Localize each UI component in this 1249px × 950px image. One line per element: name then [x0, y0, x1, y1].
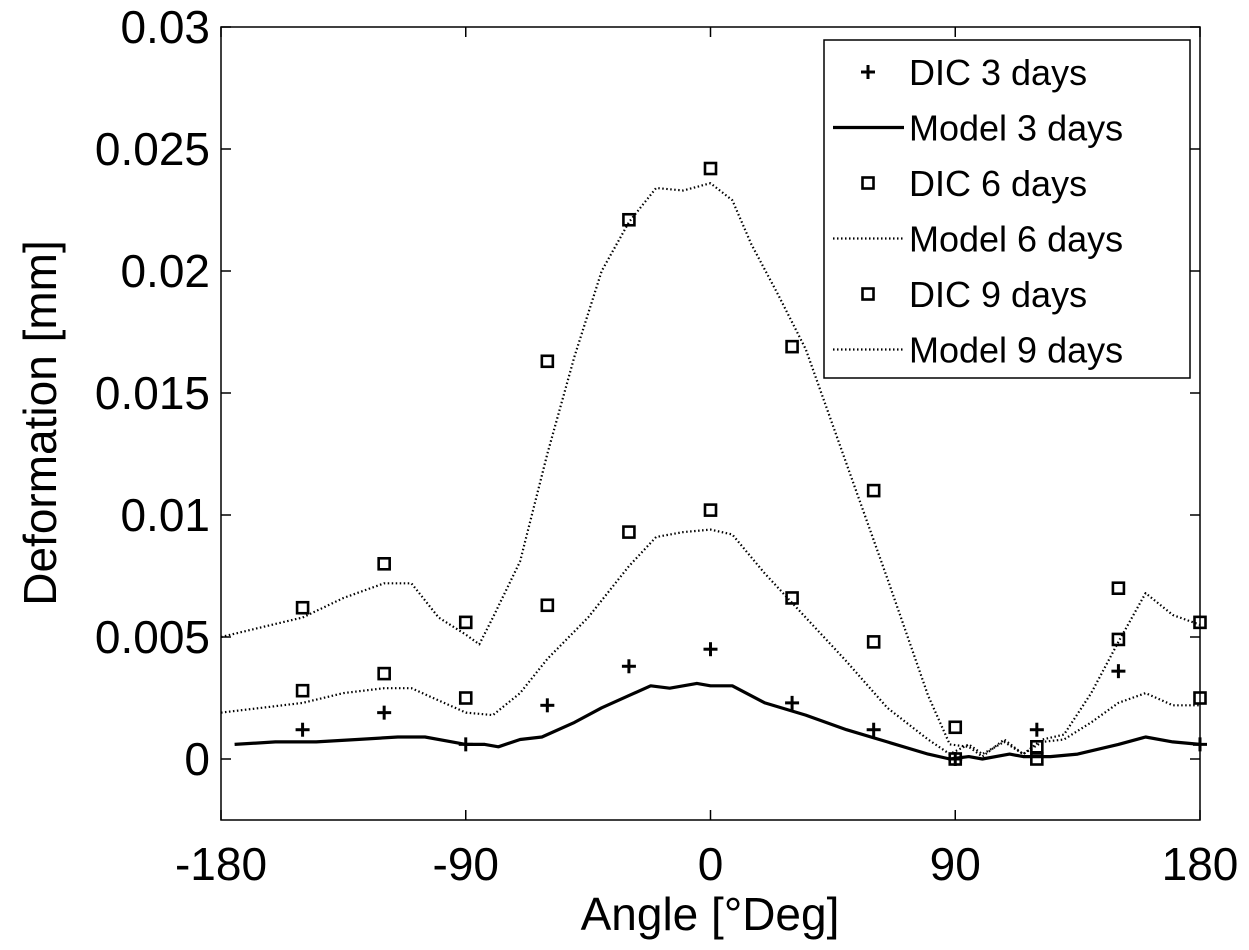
data-point-4-3: [540, 354, 555, 369]
y-axis-title: Deformation [mm]: [14, 240, 66, 606]
y-tick-label-3: 0.015: [95, 367, 210, 419]
y-tick-label-6: 0.03: [120, 1, 210, 53]
data-point-0-0: [295, 722, 310, 737]
legend-entry-2: DIC 6 days: [861, 163, 1087, 204]
data-point-4-4: [622, 212, 636, 227]
data-point-2-1: [377, 666, 391, 681]
y-tick-label-2: 0.01: [120, 489, 210, 541]
legend-entry-0: DIC 3 days: [861, 52, 1087, 93]
data-point-2-5: [703, 503, 718, 517]
legend-box: [823, 39, 1191, 379]
legend: DIC 3 days Model 3 days DIC 6 days Model 6 …: [823, 39, 1191, 379]
legend-swatch-0: [861, 65, 875, 79]
y-tick-label-5: 0.025: [95, 123, 210, 175]
data-point-2-6: [785, 591, 799, 605]
data-point-0-3: [540, 698, 555, 713]
data-point-0-6: [785, 695, 800, 710]
legend-entry-5: Model 9 days: [833, 330, 1123, 371]
data-point-0-7: [866, 722, 881, 737]
legend-entry-3: Model 6 days: [833, 219, 1123, 260]
data-point-2-7: [866, 635, 881, 649]
series-3: [220, 528, 1200, 756]
legend-swatch-2: [861, 176, 875, 190]
data-point-4-0: [295, 600, 310, 615]
data-point-4-7: [866, 483, 881, 498]
x-tick-label-1: -90: [433, 838, 499, 890]
data-point-2-3: [540, 598, 555, 613]
data-point-4-5: [703, 161, 718, 176]
series-line-5: [220, 182, 1201, 758]
x-tick-label-0: -180: [175, 838, 267, 890]
data-point-4-1: [377, 556, 391, 571]
data-point-0-1: [377, 705, 392, 720]
x-tick-label-4: 180: [1162, 838, 1239, 890]
series-0: [295, 642, 1207, 766]
data-point-0-4: [621, 659, 636, 674]
data-point-0-5: [703, 642, 718, 657]
data-point-4-6: [785, 339, 799, 354]
legend-label-1: Model 3 days: [909, 108, 1123, 149]
data-point-0-9: [1029, 722, 1044, 737]
legend-swatch-4: [861, 287, 875, 301]
x-axis-title: Angle [°Deg]: [581, 888, 840, 940]
series-line-3: [220, 528, 1200, 756]
x-tick-label-2: 0: [698, 838, 724, 890]
series-5: [220, 182, 1201, 758]
legend-label-3: Model 6 days: [909, 219, 1123, 260]
legend-label-4: DIC 9 days: [909, 274, 1087, 315]
legend-entry-4: DIC 9 days: [861, 274, 1087, 315]
data-point-4-9: [1030, 752, 1044, 766]
data-point-0-10: [1111, 664, 1126, 679]
series-1: [234, 681, 1201, 761]
y-tick-label-0: 0: [184, 733, 210, 785]
y-tick-label-1: 0.005: [95, 611, 210, 663]
data-point-4-8: [948, 752, 963, 766]
data-point-4-10: [1111, 581, 1126, 596]
tick-layer: -180 -90 0 90 180 0 0.005 0.01 0.015 0.02 0.025 0.0…: [95, 1, 1239, 890]
data-point-2-10: [1111, 632, 1126, 647]
data-point-2-8: [948, 720, 963, 735]
y-tick-label-4: 0.02: [120, 245, 210, 297]
data-point-2-0: [295, 683, 310, 698]
legend-entry-1: Model 3 days: [833, 108, 1123, 149]
series-line-1: [234, 681, 1201, 761]
data-point-4-2: [458, 615, 473, 630]
legend-label-2: DIC 6 days: [909, 163, 1087, 204]
data-point-2-4: [622, 525, 636, 539]
x-tick-label-3: 90: [930, 838, 981, 890]
data-point-2-2: [458, 691, 473, 705]
legend-label-5: Model 9 days: [909, 330, 1123, 371]
legend-label-0: DIC 3 days: [909, 52, 1087, 93]
